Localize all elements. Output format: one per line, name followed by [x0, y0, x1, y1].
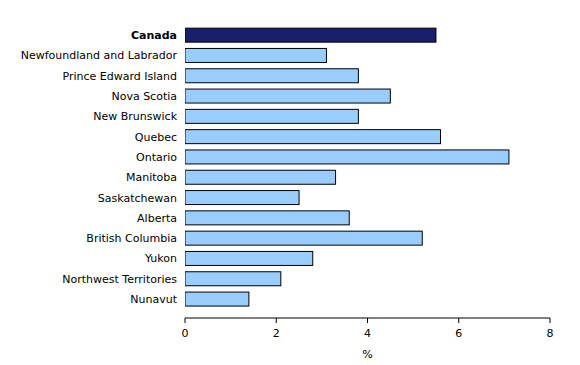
x-tick-label: 8 — [547, 327, 554, 340]
chart: Canada Newfoundland and Labrador Prince Ed… — [0, 0, 580, 365]
category-label: Ontario — [136, 151, 177, 164]
x-tick — [185, 318, 186, 323]
bar — [185, 69, 358, 83]
x-tick — [458, 318, 459, 323]
category-label: Nunavut — [130, 293, 177, 306]
bars — [185, 28, 509, 306]
bar — [185, 272, 281, 286]
category-label: Prince Edward Island — [62, 70, 177, 83]
bar — [185, 48, 326, 62]
x-tick — [550, 318, 551, 323]
x-tick-label: 2 — [273, 327, 280, 340]
bar — [185, 109, 358, 123]
category-label: Nova Scotia — [111, 90, 177, 103]
x-tick-label: 4 — [364, 327, 371, 340]
category-label: Saskatchewan — [98, 192, 177, 205]
category-label: Yukon — [144, 252, 177, 265]
category-label: New Brunswick — [93, 110, 177, 123]
x-axis-label: % — [362, 348, 372, 361]
x-tick-label: 0 — [182, 327, 189, 340]
bar — [185, 28, 436, 42]
category-label: Canada — [131, 29, 177, 42]
x-tick — [276, 318, 277, 323]
bar — [185, 191, 299, 205]
category-label: Manitoba — [126, 171, 177, 184]
category-label: Northwest Territories — [62, 273, 177, 286]
category-label: Quebec — [135, 131, 177, 144]
bar — [185, 251, 313, 265]
bar — [185, 292, 249, 306]
bar — [185, 89, 390, 103]
bar — [185, 150, 509, 164]
category-label: Newfoundland and Labrador — [21, 49, 178, 62]
bar — [185, 130, 441, 144]
bar — [185, 231, 422, 245]
category-label: Alberta — [137, 212, 177, 225]
category-label: British Columbia — [86, 232, 177, 245]
x-tick — [367, 318, 368, 323]
bar — [185, 170, 336, 184]
x-tick-label: 6 — [455, 327, 462, 340]
bar — [185, 211, 349, 225]
